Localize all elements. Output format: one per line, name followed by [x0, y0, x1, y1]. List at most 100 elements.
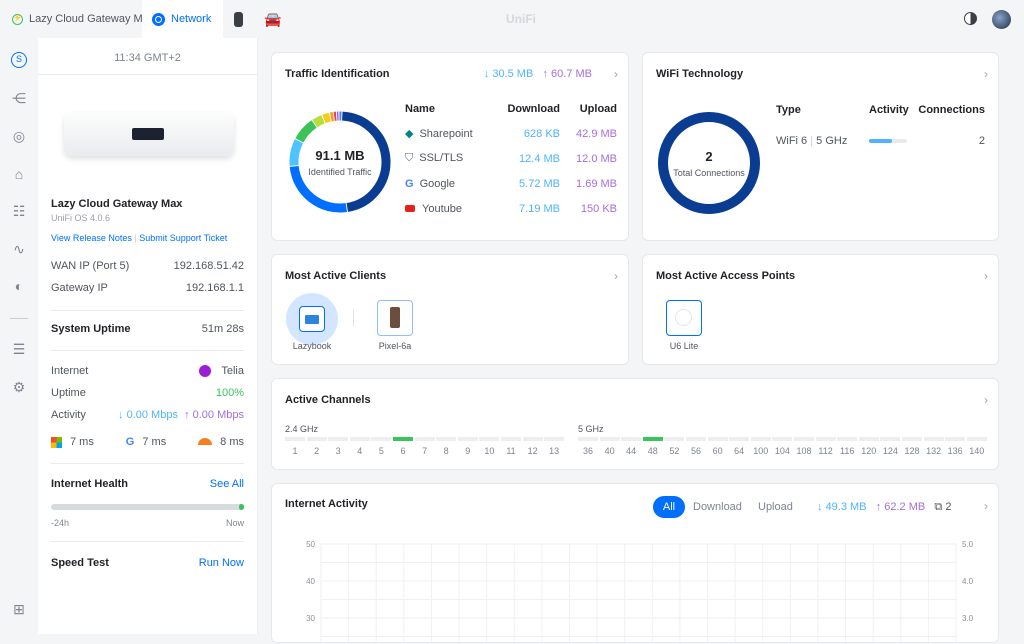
- traffic-total-label: Identified Traffic: [288, 167, 392, 177]
- channel-label: 3: [328, 446, 348, 456]
- channel-bar-36: [578, 437, 598, 441]
- channel-bar-6: [393, 437, 413, 441]
- topology-icon[interactable]: ⋲: [11, 90, 27, 106]
- most-active-aps-card[interactable]: Most Active Access Points › U6 Lite: [642, 254, 999, 365]
- devices-icon[interactable]: ◎: [11, 128, 27, 144]
- y-tick-left: 40: [306, 577, 315, 586]
- channel-bar-1: [285, 437, 305, 441]
- channel-label: 9: [458, 446, 478, 456]
- collapse-icon[interactable]: ⊞: [11, 601, 27, 617]
- channel-bar-120: [859, 437, 879, 441]
- phone-icon: [390, 307, 400, 328]
- release-notes-link[interactable]: View Release Notes: [51, 233, 132, 243]
- channel-bar-12: [523, 437, 543, 441]
- client-name: Lazybook: [286, 341, 338, 351]
- gateway-label: Gateway IP: [51, 282, 108, 294]
- donut-segment[interactable]: [299, 124, 314, 140]
- access-point-icon: [675, 309, 692, 326]
- avatar[interactable]: [992, 10, 1011, 29]
- channel-label: 44: [621, 446, 641, 456]
- channel-bar-3: [328, 437, 348, 441]
- cloudflare-icon: [198, 438, 212, 445]
- insights-icon[interactable]: ◐: [11, 278, 27, 294]
- channel-bar-56: [686, 437, 706, 441]
- wifi-technology-card[interactable]: WiFi Technology › 2 Total Connections Ty…: [642, 52, 999, 241]
- statistics-icon[interactable]: ∿: [11, 241, 27, 257]
- internet-activity-card[interactable]: Internet Activity All Download Upload ↓ …: [271, 483, 999, 643]
- client-lazybook[interactable]: [286, 293, 338, 345]
- sidebar-nav: S ⋲ ◎ ⌂ ☷ ∿ ◐ ☰ ⚙ ⊞: [0, 38, 38, 634]
- traffic-identification-card[interactable]: Traffic Identification ↓ 30.5 MB ↑ 60.7 …: [271, 52, 629, 241]
- card-title: Internet Activity: [285, 498, 368, 510]
- channel-label: 12: [523, 446, 543, 456]
- tab-protect[interactable]: [234, 0, 243, 38]
- google-icon: G: [405, 178, 414, 190]
- col-type: Type: [776, 104, 801, 116]
- filter-download[interactable]: Download: [693, 501, 742, 513]
- client-name: Pixel-6a: [367, 341, 423, 351]
- app-upload: 150 KB: [560, 196, 617, 221]
- app-download: 12.4 MB: [500, 146, 560, 171]
- car-gear-icon: 🚘: [264, 11, 281, 28]
- activity-down: ↓ 49.3 MB: [817, 501, 867, 513]
- support-ticket-link[interactable]: Submit Support Ticket: [139, 233, 227, 243]
- y-tick-right: 3.0: [962, 614, 974, 623]
- system-uptime-label: System Uptime: [51, 323, 130, 335]
- see-all-link[interactable]: See All: [210, 478, 244, 490]
- client-pixel-6a[interactable]: [377, 300, 413, 336]
- channel-label: 116: [837, 446, 857, 456]
- chevron-right-icon[interactable]: ›: [984, 67, 988, 81]
- clients-icon[interactable]: ☷: [11, 203, 27, 219]
- y-tick-left: 30: [306, 614, 315, 623]
- chevron-right-icon[interactable]: ›: [984, 269, 988, 283]
- chevron-right-icon[interactable]: ›: [984, 393, 988, 407]
- channel-label: 64: [729, 446, 749, 456]
- app-download: 5.72 MB: [500, 171, 560, 196]
- channel-bar-7: [415, 437, 435, 441]
- run-now-button[interactable]: Run Now: [199, 557, 244, 569]
- tab-network[interactable]: Network: [142, 0, 223, 38]
- channel-label: 36: [578, 446, 598, 456]
- tab-drive[interactable]: 🚘: [264, 0, 281, 38]
- filter-upload[interactable]: Upload: [758, 501, 793, 513]
- card-title: Traffic Identification: [285, 68, 390, 80]
- channel-bar-60: [708, 437, 728, 441]
- dashboard-icon[interactable]: S: [11, 52, 27, 68]
- filter-all[interactable]: All: [653, 496, 685, 518]
- donut-segment[interactable]: [324, 117, 330, 119]
- wifi-connections: 2: [979, 135, 985, 147]
- channel-label: 5: [371, 446, 391, 456]
- donut-segment[interactable]: [315, 119, 323, 123]
- channel-bar-9: [458, 437, 478, 441]
- theme-toggle-icon[interactable]: [964, 12, 977, 25]
- floorplan-icon[interactable]: ⌂: [11, 166, 27, 182]
- internet-health-label: Internet Health: [51, 478, 128, 490]
- chevron-right-icon[interactable]: ›: [614, 67, 618, 81]
- channel-label: 120: [859, 446, 879, 456]
- ap-u6-lite[interactable]: [666, 300, 702, 336]
- most-active-clients-card[interactable]: Most Active Clients › Lazybook Pixel-6a: [271, 254, 629, 365]
- app-name: Youtube: [422, 203, 462, 215]
- band-5-label: 5 GHz: [578, 424, 604, 434]
- laptop-icon: [305, 315, 319, 324]
- settings-icon[interactable]: ⚙: [11, 379, 27, 395]
- network-icon: [152, 13, 165, 26]
- logs-icon[interactable]: ☰: [11, 341, 27, 357]
- channel-label: 104: [772, 446, 792, 456]
- chevron-right-icon[interactable]: ›: [984, 499, 988, 513]
- app-download: 628 KB: [500, 121, 560, 146]
- clients-icon: ⧉: [934, 501, 942, 513]
- google-icon: G: [126, 436, 135, 448]
- channel-bar-104: [772, 437, 792, 441]
- chevron-right-icon[interactable]: ›: [614, 269, 618, 283]
- tab-label: Network: [171, 13, 211, 25]
- app-name: Sharepoint: [419, 128, 472, 140]
- y-tick-right: 5.0: [962, 540, 974, 549]
- channel-bar-112: [816, 437, 836, 441]
